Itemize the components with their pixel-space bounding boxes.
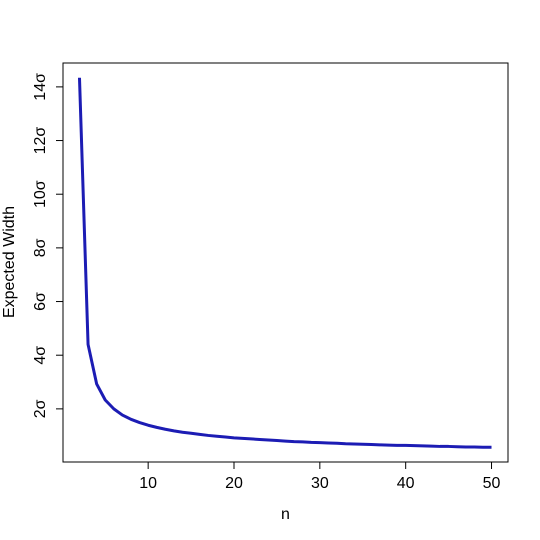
y-tick-label: 8σ xyxy=(32,238,49,257)
y-tick-label: 6σ xyxy=(32,292,49,311)
y-tick-label: 12σ xyxy=(32,127,49,155)
x-tick-label: 30 xyxy=(311,475,329,492)
x-tick-label: 10 xyxy=(139,475,157,492)
y-tick-label: 2σ xyxy=(32,399,49,418)
y-tick-label: 10σ xyxy=(32,180,49,208)
x-tick-label: 20 xyxy=(225,475,243,492)
y-axis-label: Expected Width xyxy=(1,206,18,318)
x-axis-label: n xyxy=(281,506,290,523)
x-tick-label: 40 xyxy=(397,475,415,492)
x-tick-label: 50 xyxy=(483,475,501,492)
y-tick-label: 14σ xyxy=(32,73,49,101)
plot-frame xyxy=(62,62,509,463)
y-tick-label: 4σ xyxy=(32,346,49,365)
line-series xyxy=(77,77,492,449)
